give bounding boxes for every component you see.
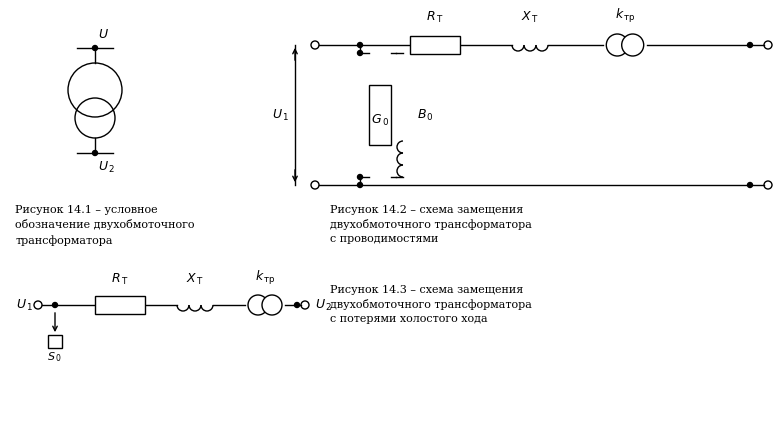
Circle shape	[52, 302, 58, 307]
Bar	[95, 296, 145, 314]
Circle shape	[622, 34, 644, 56]
Circle shape	[357, 182, 363, 187]
Circle shape	[357, 42, 363, 48]
Circle shape	[92, 45, 98, 50]
Text: $U$: $U$	[98, 28, 109, 41]
Circle shape	[248, 295, 268, 315]
Circle shape	[295, 302, 300, 307]
Circle shape	[357, 174, 363, 179]
Text: $R_{\,\mathrm{T}}$: $R_{\,\mathrm{T}}$	[426, 10, 443, 25]
Circle shape	[357, 50, 363, 55]
Text: $U_{\,2}$: $U_{\,2}$	[98, 160, 115, 175]
Bar	[410, 36, 460, 54]
Bar	[48, 335, 62, 348]
Bar	[369, 85, 391, 145]
Circle shape	[92, 150, 98, 156]
Text: $B_{\,0}$: $B_{\,0}$	[417, 107, 434, 123]
Text: $k_{\,\mathrm{тр}}$: $k_{\,\mathrm{тр}}$	[255, 269, 275, 287]
Circle shape	[748, 42, 752, 48]
Circle shape	[606, 34, 628, 56]
Text: Рисунок 14.3 – схема замещения
двухобмоточного трансформатора
с потерями холосто: Рисунок 14.3 – схема замещения двухобмот…	[330, 285, 532, 325]
Text: $G_{\,0}$: $G_{\,0}$	[371, 112, 389, 128]
Circle shape	[748, 182, 752, 187]
Text: $X_{\,\mathrm{T}}$: $X_{\,\mathrm{T}}$	[186, 272, 204, 287]
Text: Рисунок 14.2 – схема замещения
двухобмоточного трансформатора
с проводимостями: Рисунок 14.2 – схема замещения двухобмот…	[330, 205, 532, 244]
Text: $U_{\,1}$: $U_{\,1}$	[16, 297, 33, 313]
Text: $U_{\,1}$: $U_{\,1}$	[271, 107, 289, 123]
Text: $U_{\,2}$: $U_{\,2}$	[315, 297, 332, 313]
Text: Рисунок 14.1 – условное
обозначение двухобмоточного
трансформатора: Рисунок 14.1 – условное обозначение двух…	[15, 205, 195, 246]
Text: $S_{\,0}$: $S_{\,0}$	[47, 350, 61, 364]
Text: $R_{\,\mathrm{T}}$: $R_{\,\mathrm{T}}$	[111, 272, 129, 287]
Text: $X_{\,\mathrm{T}}$: $X_{\,\mathrm{T}}$	[521, 10, 539, 25]
Circle shape	[262, 295, 282, 315]
Text: $k_{\,\mathrm{тр}}$: $k_{\,\mathrm{тр}}$	[615, 7, 636, 25]
